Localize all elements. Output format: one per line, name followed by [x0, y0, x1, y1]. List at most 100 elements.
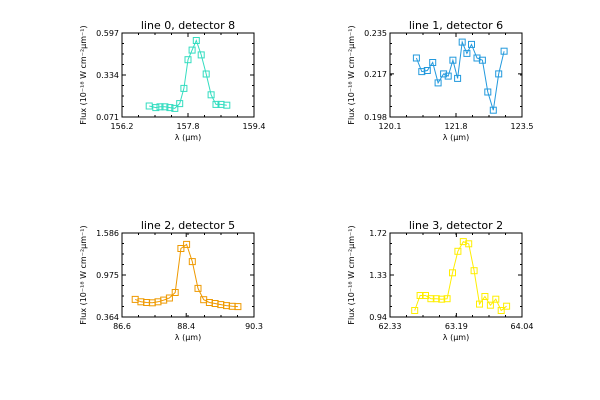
data-point [223, 101, 231, 109]
data-point [468, 40, 475, 48]
data-point [411, 307, 419, 314]
x-tick-label: 120.1 [379, 122, 402, 131]
x-tick-label: 64.04 [511, 322, 534, 331]
chart-panel-2: line 2, detector 5 86.6 88.4 90.3 0.364 0.975… [79, 219, 263, 342]
data-point [183, 240, 191, 248]
data-point [449, 269, 456, 277]
data-point [197, 51, 205, 59]
data-point [166, 104, 174, 112]
data-point [192, 37, 200, 44]
data-point [161, 103, 169, 111]
data-point [476, 300, 483, 308]
data-point [165, 294, 173, 302]
x-tick-label: 90.3 [245, 322, 263, 331]
x-tick-label: 123.5 [511, 122, 534, 131]
y-tick-label: 0.198 [364, 113, 387, 122]
data-point [484, 88, 492, 96]
y-axis-label: Flux (10⁻¹⁸ W cm⁻²μm⁻¹) [347, 225, 356, 324]
plot-frame [121, 32, 255, 118]
data-point [454, 74, 462, 82]
y-tick-label: 0.597 [96, 29, 119, 38]
data-point [489, 106, 497, 114]
data-point [503, 302, 511, 310]
data-point [444, 72, 452, 80]
chart-title: line 2, detector 5 [141, 219, 235, 232]
data-point [465, 240, 473, 248]
x-axis-label: λ (μm) [175, 333, 201, 342]
data-point [478, 56, 486, 64]
data-point [194, 284, 202, 292]
x-tick-label: 157.8 [177, 122, 200, 131]
x-axis-label: λ (μm) [175, 133, 201, 142]
data-point [202, 70, 210, 78]
x-tick-label: 62.33 [379, 322, 402, 331]
x-tick-label: 159.4 [243, 122, 266, 131]
data-point [440, 70, 448, 78]
series-line [135, 243, 238, 308]
series-line [149, 39, 227, 109]
y-axis-label: Flux (10⁻¹⁸ W cm⁻²μm⁻¹) [79, 25, 88, 124]
chart-title: line 1, detector 6 [409, 19, 503, 32]
data-point [207, 91, 215, 99]
data-point [429, 59, 437, 66]
y-tick-label: 1.586 [96, 229, 119, 238]
y-tick-label: 1.72 [369, 229, 387, 238]
chart-panel-0: line 0, detector 8 156.2 157.8 159.4 0.071 0.… [79, 19, 265, 142]
y-tick-label: 0.334 [96, 71, 119, 80]
data-point [416, 292, 424, 299]
data-point [495, 70, 503, 78]
data-point [454, 247, 462, 255]
data-point [458, 38, 466, 46]
data-point [177, 245, 185, 252]
data-point [171, 289, 179, 296]
data-point [500, 47, 508, 55]
data-point [486, 301, 494, 309]
data-point [184, 56, 192, 64]
y-tick-label: 0.217 [364, 70, 387, 79]
data-point [481, 293, 489, 300]
data-point [470, 267, 478, 275]
x-tick-label: 86.6 [113, 322, 131, 331]
data-point [176, 100, 184, 108]
data-point [171, 104, 179, 112]
chart-panel-1: line 1, detector 6 120.1 121.8 123.5 0.198 0.… [347, 19, 533, 142]
data-point [152, 104, 160, 112]
x-axis-label: λ (μm) [443, 133, 469, 142]
data-point [188, 46, 196, 54]
x-tick-label: 88.4 [177, 322, 195, 331]
x-tick-label: 156.2 [111, 122, 134, 131]
data-point [145, 102, 153, 110]
chart-title: line 3, detector 2 [409, 219, 503, 232]
data-point [492, 295, 500, 303]
y-axis-label: Flux (10⁻¹⁸ W cm⁻²μm⁻¹) [347, 25, 356, 124]
data-point [449, 56, 457, 64]
chart-title: line 0, detector 8 [141, 19, 235, 32]
y-tick-label: 0.235 [364, 29, 387, 38]
data-point [432, 295, 440, 303]
data-point [427, 295, 435, 303]
chart-panel-3: line 3, detector 2 62.33 63.19 64.04 0.94 1.3… [347, 219, 533, 342]
data-point [412, 54, 420, 62]
x-axis-label: λ (μm) [443, 333, 469, 342]
x-tick-label: 63.19 [445, 322, 468, 331]
data-point [423, 67, 431, 74]
data-point [434, 79, 442, 87]
y-tick-label: 0.975 [96, 271, 119, 280]
data-point [473, 54, 481, 62]
data-point [438, 295, 446, 303]
y-tick-label: 0.94 [369, 313, 387, 322]
series-line [414, 240, 507, 312]
data-point [443, 295, 451, 303]
y-tick-label: 1.33 [369, 271, 387, 280]
data-point [180, 84, 188, 92]
y-tick-label: 0.364 [96, 313, 119, 322]
data-point [188, 258, 196, 266]
data-point [212, 100, 220, 108]
data-point [497, 307, 505, 314]
data-point [156, 103, 164, 111]
y-tick-label: 0.071 [96, 113, 119, 122]
y-axis-label: Flux (10⁻¹⁸ W cm⁻²μm⁻¹) [79, 225, 88, 324]
data-point [234, 303, 242, 311]
data-point [463, 49, 471, 57]
